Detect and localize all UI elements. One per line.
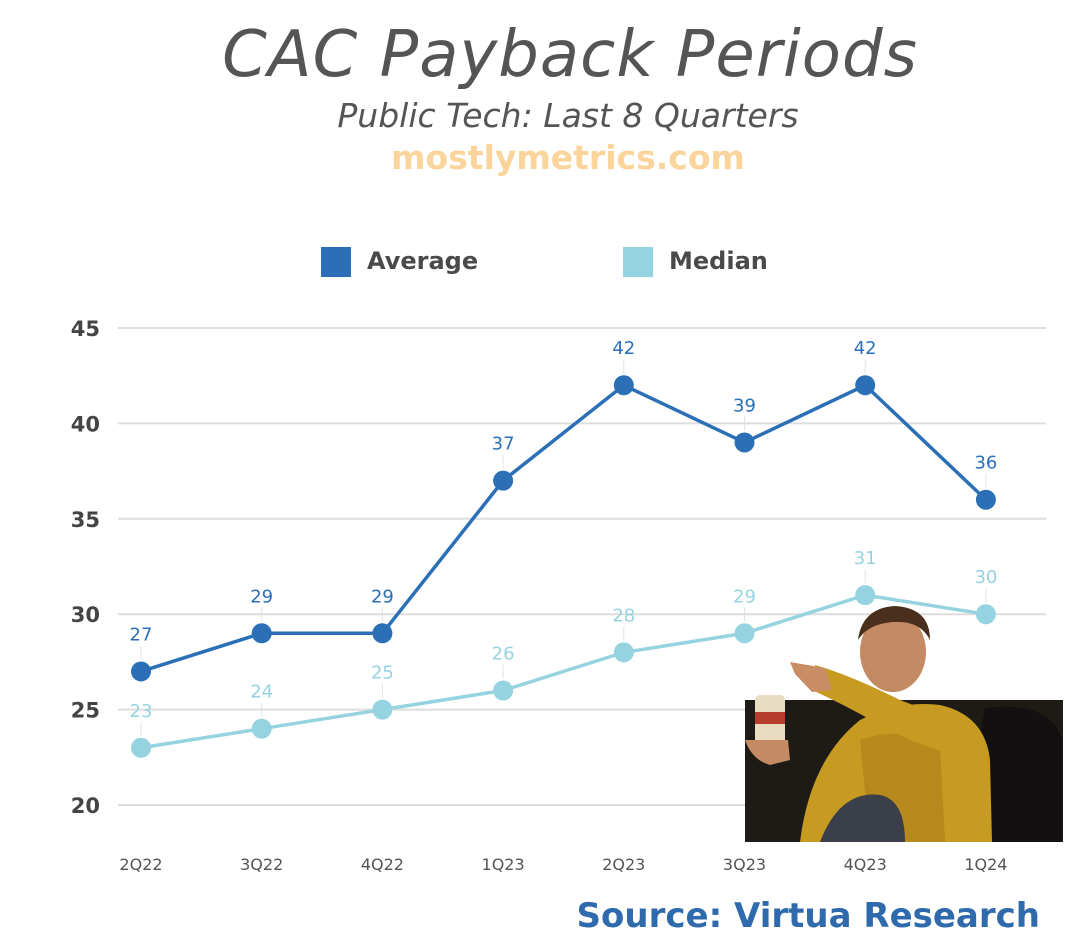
data-point-average	[131, 661, 151, 682]
y-tick-label: 45	[71, 317, 100, 341]
data-label-average: 37	[492, 434, 515, 455]
data-label-average: 27	[130, 624, 153, 645]
data-point-average	[372, 623, 393, 644]
data-point-median	[855, 585, 876, 606]
data-label-median: 23	[130, 701, 153, 722]
x-tick-label: 2Q22	[119, 855, 162, 874]
data-point-median	[493, 680, 514, 701]
x-tick-label: 1Q24	[964, 855, 1007, 874]
data-label-average: 36	[974, 453, 997, 474]
x-tick-label: 4Q23	[844, 855, 887, 874]
data-point-median	[613, 642, 634, 663]
x-tick-label: 3Q22	[240, 855, 283, 874]
data-label-average: 42	[854, 338, 877, 359]
y-tick-label: 30	[71, 603, 100, 627]
y-tick-label: 35	[71, 508, 100, 532]
data-label-median: 29	[733, 586, 756, 607]
data-point-median	[251, 718, 272, 739]
data-point-median	[372, 699, 393, 720]
data-point-average	[734, 432, 755, 453]
x-tick-label: 4Q22	[361, 855, 404, 874]
data-label-median: 24	[250, 682, 273, 703]
data-point-average	[493, 470, 514, 491]
legend-label-average: Average	[367, 247, 479, 275]
data-point-median	[734, 623, 755, 644]
data-point-median	[975, 604, 996, 625]
legend-swatch-average	[321, 247, 351, 277]
x-tick-label: 3Q23	[723, 855, 766, 874]
series-line-median	[140, 593, 987, 750]
series-line-average	[140, 383, 988, 674]
brand-watermark: mostlymetrics.com	[391, 138, 745, 177]
data-point-average	[855, 375, 876, 396]
data-label-average: 29	[371, 586, 394, 607]
data-label-average: 39	[733, 395, 756, 416]
data-label-median: 30	[974, 567, 997, 588]
data-point-median	[131, 737, 151, 758]
legend-swatch-median	[623, 247, 653, 277]
data-point-average	[975, 489, 996, 510]
data-point-average	[251, 623, 272, 644]
data-label-average: 42	[612, 338, 635, 359]
y-tick-label: 20	[71, 794, 100, 818]
data-label-median: 28	[612, 605, 635, 626]
data-label-median: 26	[492, 644, 515, 665]
chart-title: CAC Payback Periods	[222, 18, 918, 92]
data-label-average: 29	[250, 586, 273, 607]
x-tick-label: 2Q23	[602, 855, 645, 874]
y-tick-label: 25	[71, 699, 100, 723]
chart-subtitle: Public Tech: Last 8 Quarters	[337, 96, 799, 135]
x-tick-label: 1Q23	[482, 855, 525, 874]
data-label-median: 31	[854, 548, 877, 569]
pointing-man-photo	[745, 606, 1063, 842]
source-citation: Source: Virtua Research	[576, 896, 1040, 936]
y-tick-label: 40	[71, 412, 100, 436]
data-label-median: 25	[371, 663, 394, 684]
data-point-average	[613, 375, 634, 396]
legend-label-median: Median	[669, 247, 768, 275]
